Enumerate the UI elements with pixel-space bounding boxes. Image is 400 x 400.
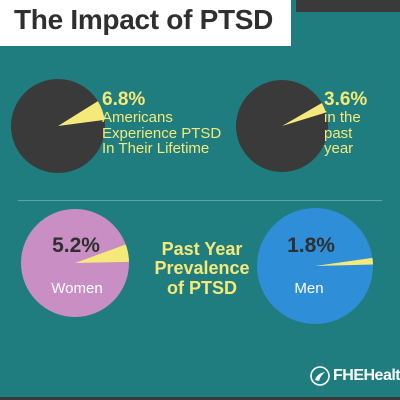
prevalence-label-line-3: of PTSD xyxy=(167,277,237,298)
corner-accent-bar xyxy=(296,0,400,12)
bottom-strip xyxy=(0,397,400,400)
past-year-desc-line-3: year xyxy=(324,139,354,157)
lifetime-desc-line-3: In Their Lifetime xyxy=(102,139,210,157)
women-pie-slice xyxy=(75,244,129,263)
men-pie-slice xyxy=(315,257,373,266)
fhe-logo-icon xyxy=(310,366,330,386)
past-year-pie-slice xyxy=(282,103,326,126)
title-banner: The Impact of PTSD xyxy=(0,0,291,46)
past-year-desc-line-2: past xyxy=(324,124,353,142)
men-label: Men xyxy=(294,280,324,297)
lifetime-desc-line-2: Experience PTSD xyxy=(102,124,222,142)
prevalence-label: Past Year Prevalence of PTSD xyxy=(150,239,254,298)
lifetime-stat: 6.8% Americans Experience PTSD In Their … xyxy=(102,89,222,157)
prevalence-label-line-1: Past Year xyxy=(161,239,243,259)
lifetime-pie-slice xyxy=(58,101,105,126)
past-year-percent: 3.6% xyxy=(324,89,368,110)
brand-name: FHEHealth xyxy=(333,367,400,384)
men-percent: 1.8% xyxy=(287,234,335,257)
past-year-desc-line-1: in the xyxy=(324,109,361,127)
prevalence-label-line-2: Prevalence xyxy=(154,258,250,279)
women-label: Women xyxy=(51,280,103,297)
page-title: The Impact of PTSD xyxy=(14,4,274,35)
lifetime-desc-line-1: Americans xyxy=(102,109,173,127)
women-percent: 5.2% xyxy=(52,234,100,257)
section-divider xyxy=(18,200,382,201)
brand-logo: FHEHealth xyxy=(310,366,400,386)
lifetime-percent: 6.8% xyxy=(102,89,146,110)
past-year-stat: 3.6% in the past year xyxy=(324,89,368,157)
